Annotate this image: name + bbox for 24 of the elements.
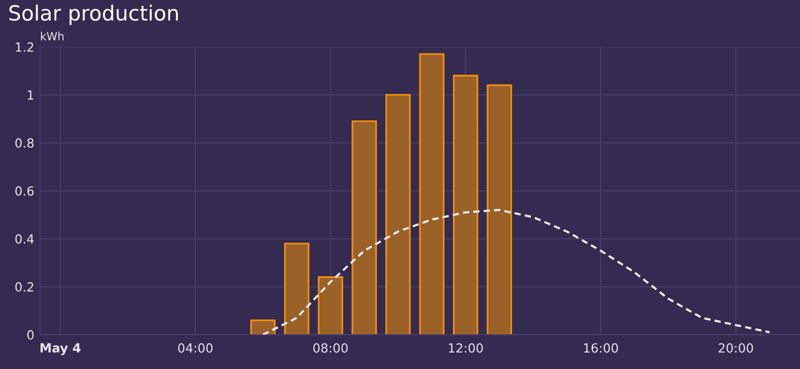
x-tick-label: 20:00	[718, 343, 754, 353]
x-tick-label: 08:00	[313, 343, 348, 353]
chart-title: Solar production	[9, 4, 178, 25]
bar	[486, 84, 512, 335]
bar	[250, 319, 276, 335]
x-tick-label: 16:00	[584, 343, 618, 353]
y-tick-label: 0	[27, 330, 34, 340]
line-series	[262, 208, 771, 335]
bar	[385, 94, 411, 335]
y-tick-label: 0.8	[15, 138, 34, 148]
y-axis-title: kWh	[41, 32, 64, 40]
bar	[452, 74, 478, 335]
y-tick-label: 1.2	[16, 42, 34, 52]
x-tick-label: May 4	[40, 343, 81, 356]
x-tick-label: 12:00	[448, 343, 483, 353]
bar	[284, 242, 310, 335]
y-tick-label: 0.4	[15, 234, 34, 244]
y-tick-label: 0.2	[15, 282, 34, 292]
y-tick-label: 1	[28, 90, 34, 100]
x-tick-label: 04:00	[178, 343, 213, 353]
bar	[318, 276, 344, 335]
bar	[352, 120, 377, 335]
y-tick-label: 0.6	[15, 186, 34, 196]
bar	[419, 53, 444, 335]
